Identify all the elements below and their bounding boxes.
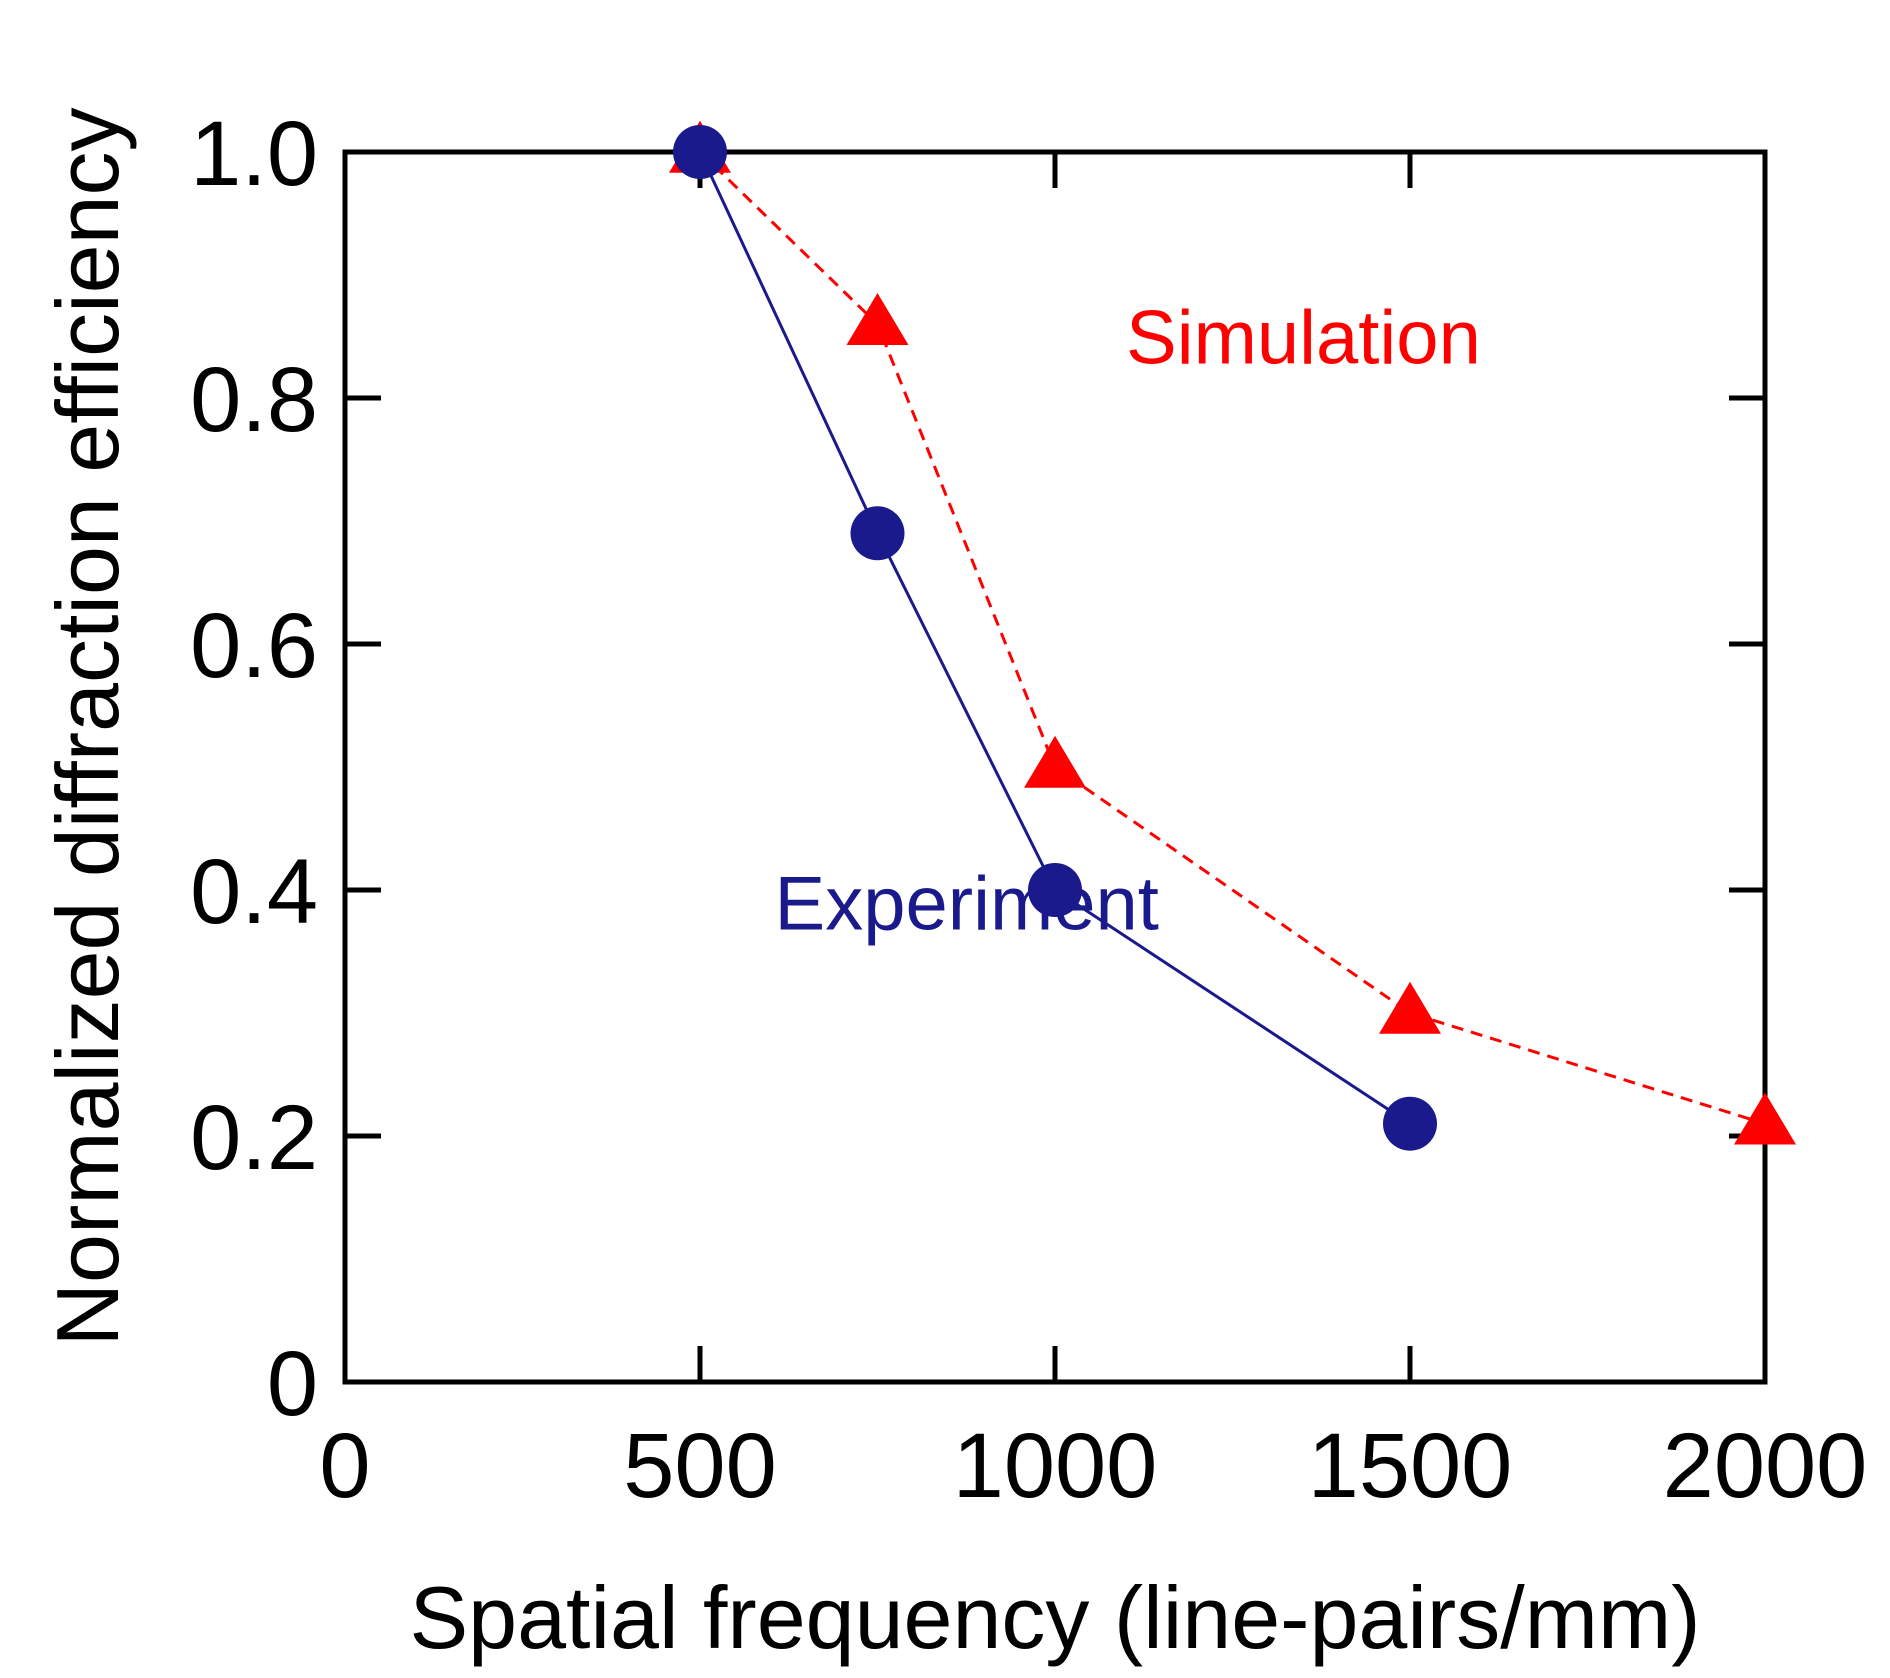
simulation-series-label: Simulation bbox=[1126, 296, 1481, 381]
series-line-experiment bbox=[698, 151, 1411, 1125]
x-tick-label: 0 bbox=[319, 1415, 370, 1517]
experiment-series-label: Experiment bbox=[775, 861, 1159, 946]
x-tick-label: 1000 bbox=[953, 1415, 1158, 1517]
y-tick-label: 0.6 bbox=[190, 595, 318, 697]
experiment-point bbox=[850, 506, 905, 561]
x-axis-title: Spatial frequency (line-pairs/mm) bbox=[409, 1568, 1700, 1667]
y-axis-title: Normalized diffraction efficiency bbox=[38, 107, 137, 1346]
plot-area: 0 500 1000 1500 2000 0 0.2 0.4 0.6 0.8 1.0 Simulati… bbox=[190, 103, 1867, 1517]
simulation-point bbox=[1024, 735, 1086, 788]
x-tick-label: 500 bbox=[623, 1415, 777, 1517]
y-tick-label: 0.8 bbox=[190, 349, 318, 451]
x-tick-label: 1500 bbox=[1308, 1415, 1513, 1517]
simulation-point bbox=[1734, 1092, 1796, 1145]
simulation-point bbox=[1379, 981, 1441, 1034]
experiment-point bbox=[1383, 1096, 1437, 1151]
experiment-point bbox=[673, 125, 727, 179]
y-tick-label: 0.4 bbox=[190, 841, 318, 943]
y-tick-label: 0.2 bbox=[190, 1087, 318, 1189]
simulation-point bbox=[846, 293, 909, 345]
y-tick-label: 0 bbox=[267, 1333, 318, 1435]
y-tick-label: 1.0 bbox=[190, 103, 318, 205]
x-tick-label: 2000 bbox=[1663, 1415, 1868, 1517]
experiment-point bbox=[1028, 863, 1082, 917]
